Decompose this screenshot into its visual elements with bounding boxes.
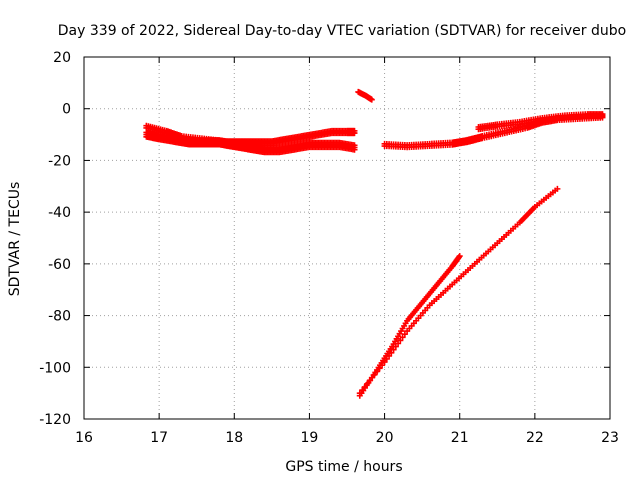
axis-ticks: 16 17 18 19 20 21 22 23 -120 -100 -80 -60 -40 -20 0 20 — [39, 50, 619, 446]
y-tick-label: -20 — [48, 153, 71, 169]
x-tick-label: 22 — [526, 430, 544, 446]
data-point — [361, 383, 368, 390]
x-tick-label: 21 — [451, 430, 469, 446]
data-point — [456, 253, 463, 260]
data-point — [399, 334, 406, 341]
data-layer — [143, 88, 606, 399]
data-point — [369, 374, 376, 381]
y-tick-label: 20 — [53, 50, 71, 66]
x-tick-label: 20 — [376, 430, 394, 446]
data-point — [401, 331, 408, 338]
series-trace-c — [355, 88, 375, 103]
data-point — [554, 185, 561, 192]
data-point — [368, 96, 375, 103]
data-point — [379, 362, 386, 369]
grid — [84, 57, 610, 419]
data-point — [392, 343, 399, 350]
data-point — [381, 359, 388, 366]
data-point — [374, 368, 381, 375]
data-point — [351, 130, 358, 137]
x-tick-label: 19 — [301, 430, 319, 446]
x-tick-label: 18 — [225, 430, 243, 446]
data-point — [351, 146, 358, 153]
data-point — [390, 346, 397, 353]
data-point — [376, 365, 383, 372]
y-axis-label: SDTVAR / TECUs — [7, 182, 23, 297]
data-point — [386, 352, 393, 359]
data-point — [395, 340, 402, 347]
data-point — [359, 387, 366, 394]
series-trace-b — [143, 122, 358, 147]
data-point — [383, 356, 390, 363]
series-trace-g — [356, 185, 561, 397]
x-tick-label: 17 — [150, 430, 168, 446]
data-point — [364, 380, 371, 387]
y-tick-label: -100 — [39, 360, 71, 376]
y-tick-label: -120 — [39, 412, 71, 428]
data-point — [599, 113, 606, 120]
y-tick-label: -80 — [48, 309, 71, 325]
chart-title: Day 339 of 2022, Sidereal Day-to-day VTE… — [58, 23, 626, 39]
x-tick-label: 16 — [75, 430, 93, 446]
plot-frame — [83, 56, 611, 420]
data-point — [371, 371, 378, 378]
series-trace-e — [475, 111, 606, 133]
data-point — [356, 390, 363, 397]
data-point — [397, 337, 404, 344]
x-axis-label: GPS time / hours — [285, 459, 402, 475]
y-tick-label: -60 — [48, 257, 71, 273]
data-point — [388, 349, 395, 356]
y-tick-label: 0 — [62, 102, 71, 118]
y-tick-label: -40 — [48, 205, 71, 221]
data-point — [366, 377, 373, 384]
x-tick-label: 23 — [601, 430, 619, 446]
